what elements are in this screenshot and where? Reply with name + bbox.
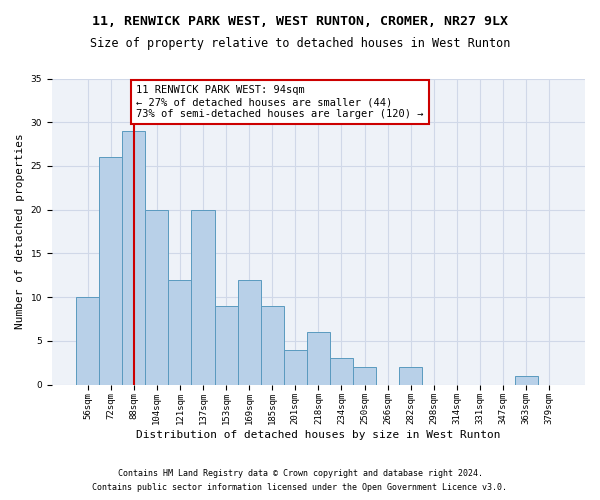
Bar [99,157,122,384]
Bar [191,210,215,384]
Bar [515,376,538,384]
Bar [330,358,353,384]
X-axis label: Distribution of detached houses by size in West Runton: Distribution of detached houses by size … [136,430,500,440]
Bar [353,367,376,384]
Bar [284,350,307,384]
Y-axis label: Number of detached properties: Number of detached properties [15,134,25,330]
Bar [76,297,99,384]
Bar [399,367,422,384]
Bar [145,210,169,384]
Bar [238,280,260,384]
Text: Contains HM Land Registry data © Crown copyright and database right 2024.: Contains HM Land Registry data © Crown c… [118,468,482,477]
Text: 11 RENWICK PARK WEST: 94sqm
← 27% of detached houses are smaller (44)
73% of sem: 11 RENWICK PARK WEST: 94sqm ← 27% of det… [136,86,424,118]
Bar [307,332,330,384]
Bar [260,306,284,384]
Bar [215,306,238,384]
Text: Contains public sector information licensed under the Open Government Licence v3: Contains public sector information licen… [92,484,508,492]
Text: Size of property relative to detached houses in West Runton: Size of property relative to detached ho… [90,38,510,51]
Bar [169,280,191,384]
Text: 11, RENWICK PARK WEST, WEST RUNTON, CROMER, NR27 9LX: 11, RENWICK PARK WEST, WEST RUNTON, CROM… [92,15,508,28]
Bar [122,131,145,384]
